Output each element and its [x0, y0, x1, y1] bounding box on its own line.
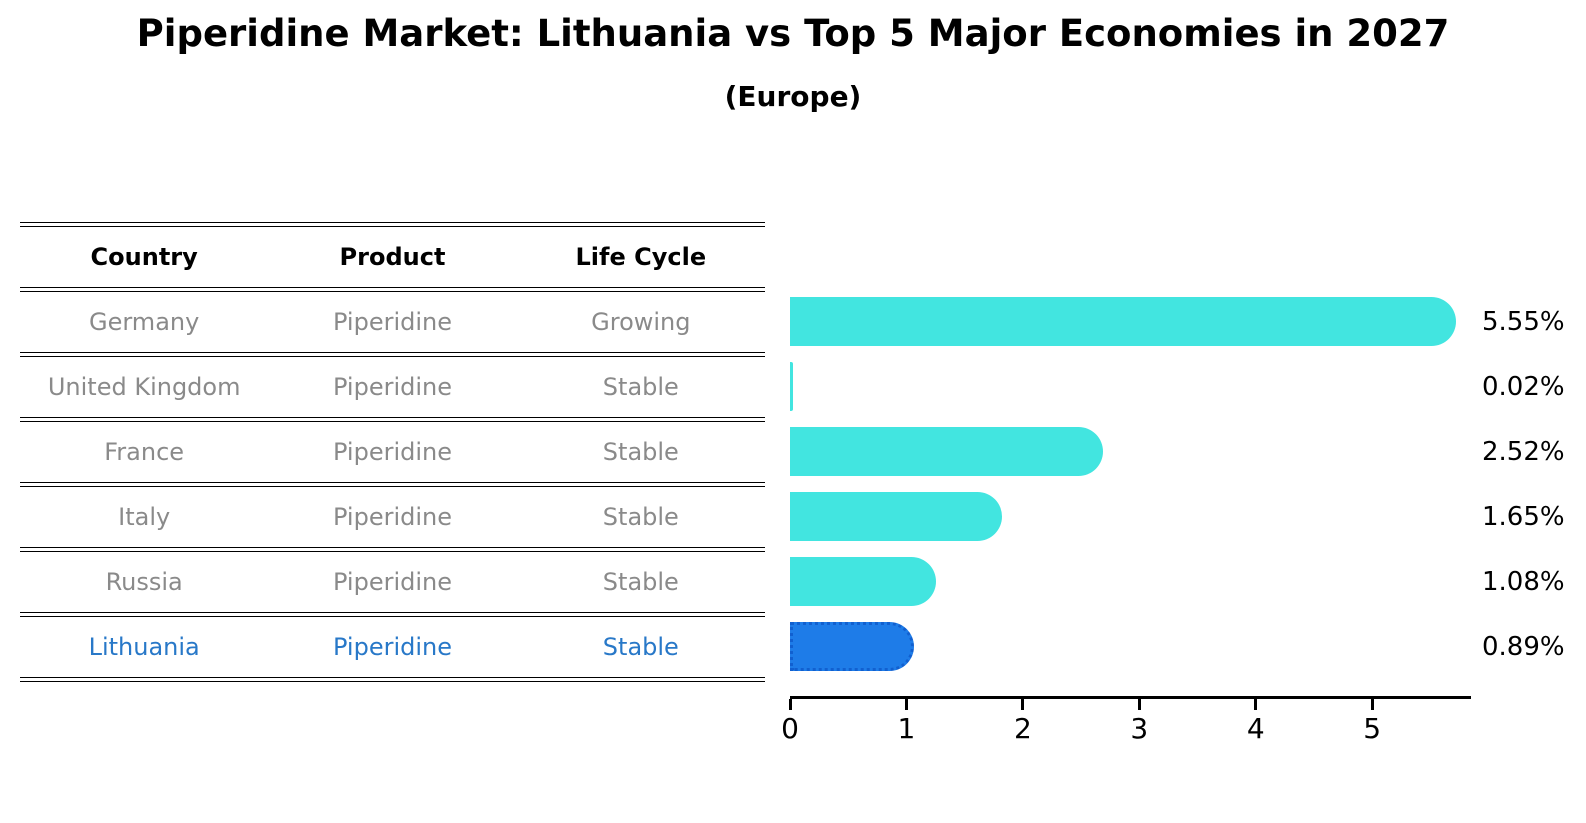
table-cell-life_cycle: Stable	[602, 373, 679, 401]
table-cell-life_cycle: Stable	[602, 633, 679, 661]
bar-row-russia: 1.08%	[790, 552, 1586, 612]
table-cell-country: Russia	[105, 568, 183, 596]
bar-value-label: 2.52%	[1482, 437, 1565, 467]
x-tick	[1370, 699, 1374, 710]
table-cell-product: Piperidine	[332, 373, 452, 401]
bar-lithuania	[790, 622, 914, 671]
table-cell-country: France	[104, 438, 185, 466]
x-tick	[1137, 699, 1141, 710]
table-row-russia: Russia Piperidine Stable	[20, 552, 765, 612]
table-rule	[20, 677, 765, 682]
bar-italy	[790, 492, 1003, 541]
bar-row-italy: 1.65%	[790, 487, 1586, 547]
bar-value-label: 0.02%	[1482, 372, 1565, 402]
bar-germany	[790, 297, 1457, 346]
x-axis-line	[790, 696, 1471, 699]
bar-chart: 5.55% 0.02% 2.52% 1.65% 1.08% 0.89%	[790, 292, 1586, 682]
table-header-cell-product: Product	[339, 243, 446, 271]
table-rule	[20, 547, 765, 552]
table-cell-product: Piperidine	[332, 568, 452, 596]
bar-value-label: 1.08%	[1482, 567, 1565, 597]
comparison-table: Country Product Life Cycle Germany Piperidin…	[20, 222, 765, 682]
table-cell-country: Lithuania	[88, 633, 200, 661]
table-rule	[20, 222, 765, 227]
table-cell-country: Italy	[118, 503, 171, 531]
x-tick-label: 1	[897, 712, 916, 745]
bar-russia	[790, 557, 936, 606]
bar-row-france: 2.52%	[790, 422, 1586, 482]
chart-subtitle: (Europe)	[724, 80, 862, 113]
table-rule	[20, 287, 765, 292]
table-rule	[20, 352, 765, 357]
x-tick-label: 5	[1363, 712, 1382, 745]
table-header-row: Country Product Life Cycle	[20, 227, 765, 287]
x-tick	[904, 699, 908, 710]
table-header-cell-country: Country	[90, 243, 198, 271]
bar-value-label: 1.65%	[1482, 502, 1565, 532]
x-tick-label: 0	[781, 712, 799, 745]
chart-title: Piperidine Market: Lithuania vs Top 5 Ma…	[136, 12, 1450, 55]
bar-united-kingdom	[790, 362, 793, 411]
table-cell-product: Piperidine	[332, 308, 452, 336]
table-row-lithuania: Lithuania Piperidine Stable	[20, 617, 765, 677]
table-row-france: France Piperidine Stable	[20, 422, 765, 482]
bar-row-germany: 5.55%	[790, 292, 1586, 352]
table-cell-product: Piperidine	[332, 438, 452, 466]
bar-value-label: 5.55%	[1482, 307, 1565, 337]
table-cell-product: Piperidine	[332, 633, 452, 661]
table-row-germany: Germany Piperidine Growing	[20, 292, 765, 352]
x-tick	[1254, 699, 1258, 710]
table-cell-country: Germany	[89, 308, 200, 336]
table-cell-life_cycle: Stable	[602, 503, 679, 531]
table-rule	[20, 417, 765, 422]
table-cell-country: United Kingdom	[47, 373, 241, 401]
x-tick-label: 2	[1013, 712, 1032, 745]
table-cell-product: Piperidine	[332, 503, 452, 531]
bar-value-label: 0.89%	[1482, 632, 1565, 662]
x-tick	[788, 699, 792, 710]
x-tick	[1021, 699, 1025, 710]
table-rule	[20, 612, 765, 617]
x-tick-label: 4	[1246, 712, 1265, 745]
table-cell-life_cycle: Stable	[602, 438, 679, 466]
table-cell-life_cycle: Stable	[602, 568, 679, 596]
bar-row-lithuania: 0.89%	[790, 617, 1586, 677]
table-rule	[20, 482, 765, 487]
table-row-united-kingdom: United Kingdom Piperidine Stable	[20, 357, 765, 417]
table-cell-life_cycle: Growing	[591, 308, 691, 336]
bar-france	[790, 427, 1104, 476]
table-header-cell-life-cycle: Life Cycle	[575, 243, 707, 271]
table-row-italy: Italy Piperidine Stable	[20, 487, 765, 547]
bar-row-united-kingdom: 0.02%	[790, 357, 1586, 417]
x-tick-label: 3	[1130, 712, 1149, 745]
